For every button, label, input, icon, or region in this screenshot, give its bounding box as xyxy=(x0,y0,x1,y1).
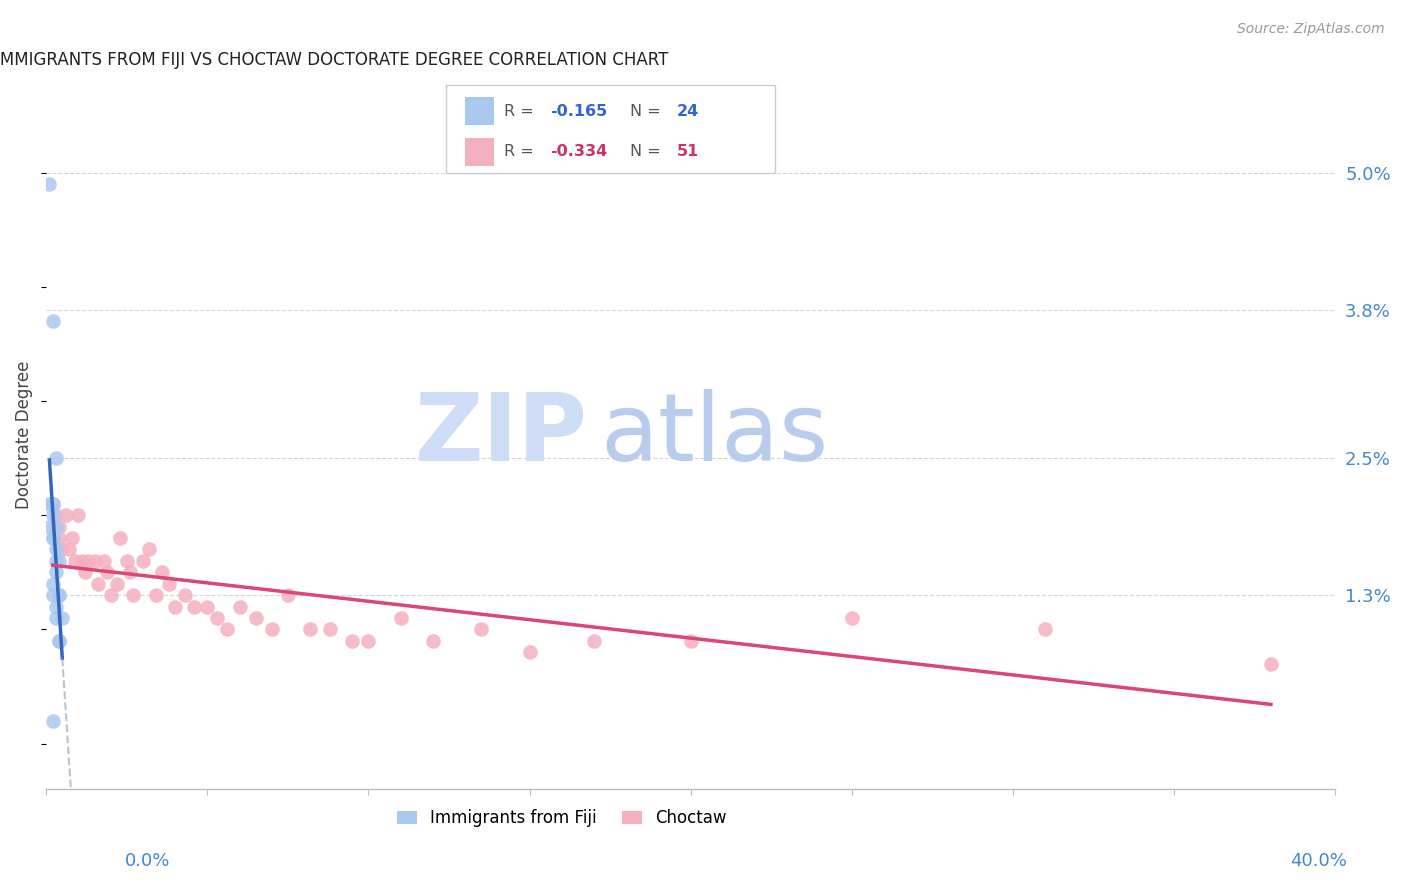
Point xyxy=(51,611,73,625)
Point xyxy=(389,611,412,625)
Point xyxy=(38,177,60,191)
Point xyxy=(150,566,173,580)
Point xyxy=(55,508,77,523)
Point xyxy=(51,542,73,557)
Y-axis label: Doctorate Degree: Doctorate Degree xyxy=(15,361,32,509)
Point xyxy=(48,554,70,568)
Text: IMMIGRANTS FROM FIJI VS CHOCTAW DOCTORATE DEGREE CORRELATION CHART: IMMIGRANTS FROM FIJI VS CHOCTAW DOCTORAT… xyxy=(0,51,668,69)
Text: -0.334: -0.334 xyxy=(550,145,607,160)
Point xyxy=(299,623,322,637)
Text: ZIP: ZIP xyxy=(415,389,588,482)
Point xyxy=(342,633,364,648)
Point xyxy=(41,576,63,591)
Point xyxy=(138,542,160,557)
Point xyxy=(45,554,67,568)
Point xyxy=(48,519,70,533)
FancyBboxPatch shape xyxy=(465,137,494,166)
Point xyxy=(96,566,118,580)
Text: atlas: atlas xyxy=(600,389,828,482)
Point xyxy=(77,554,100,568)
Point xyxy=(132,554,155,568)
Point xyxy=(1033,623,1056,637)
Point xyxy=(45,508,67,523)
Point xyxy=(183,599,205,614)
Point xyxy=(110,531,132,545)
Point xyxy=(45,542,67,557)
Point xyxy=(145,588,167,602)
Point xyxy=(319,623,342,637)
Text: 40.0%: 40.0% xyxy=(1291,852,1347,870)
Text: 24: 24 xyxy=(676,103,699,119)
Point xyxy=(58,542,80,557)
Point xyxy=(60,531,83,545)
Text: R =: R = xyxy=(503,145,538,160)
Point xyxy=(115,554,138,568)
Point xyxy=(38,497,60,511)
Point xyxy=(260,623,283,637)
Point xyxy=(41,714,63,728)
Point xyxy=(583,633,606,648)
Point xyxy=(41,531,63,545)
FancyBboxPatch shape xyxy=(465,97,494,126)
Point xyxy=(100,588,122,602)
Text: 0.0%: 0.0% xyxy=(125,852,170,870)
Point xyxy=(122,588,145,602)
Point xyxy=(83,554,105,568)
Point xyxy=(165,599,187,614)
FancyBboxPatch shape xyxy=(446,85,775,173)
Point xyxy=(87,576,110,591)
Point xyxy=(45,566,67,580)
Point xyxy=(1260,657,1282,671)
Point xyxy=(67,508,90,523)
Point xyxy=(41,531,63,545)
Point xyxy=(48,531,70,545)
Point xyxy=(48,588,70,602)
Point xyxy=(41,508,63,523)
Point xyxy=(48,633,70,648)
Point xyxy=(38,519,60,533)
Point xyxy=(195,599,218,614)
Point xyxy=(679,633,702,648)
Point xyxy=(357,633,380,648)
Point xyxy=(48,633,70,648)
Text: Source: ZipAtlas.com: Source: ZipAtlas.com xyxy=(1237,22,1385,37)
Point xyxy=(205,611,228,625)
Point xyxy=(73,566,96,580)
Point xyxy=(470,623,492,637)
Point xyxy=(245,611,267,625)
Point xyxy=(157,576,180,591)
Point xyxy=(519,645,541,659)
Point xyxy=(173,588,195,602)
Point xyxy=(41,497,63,511)
Point xyxy=(41,588,63,602)
Point xyxy=(45,519,67,533)
Legend: Immigrants from Fiji, Choctaw: Immigrants from Fiji, Choctaw xyxy=(391,803,734,834)
Point xyxy=(48,588,70,602)
Point xyxy=(118,566,141,580)
Text: N =: N = xyxy=(630,103,666,119)
Point xyxy=(93,554,115,568)
Point xyxy=(45,451,67,466)
Point xyxy=(105,576,128,591)
Text: R =: R = xyxy=(503,103,538,119)
Point xyxy=(45,599,67,614)
Point xyxy=(277,588,299,602)
Point xyxy=(45,611,67,625)
Text: 51: 51 xyxy=(676,145,699,160)
Point xyxy=(422,633,444,648)
Point xyxy=(215,623,238,637)
Point xyxy=(63,554,86,568)
Point xyxy=(41,497,63,511)
Point xyxy=(41,314,63,328)
Point xyxy=(70,554,93,568)
Text: -0.165: -0.165 xyxy=(550,103,607,119)
Text: N =: N = xyxy=(630,145,666,160)
Point xyxy=(841,611,863,625)
Point xyxy=(228,599,250,614)
